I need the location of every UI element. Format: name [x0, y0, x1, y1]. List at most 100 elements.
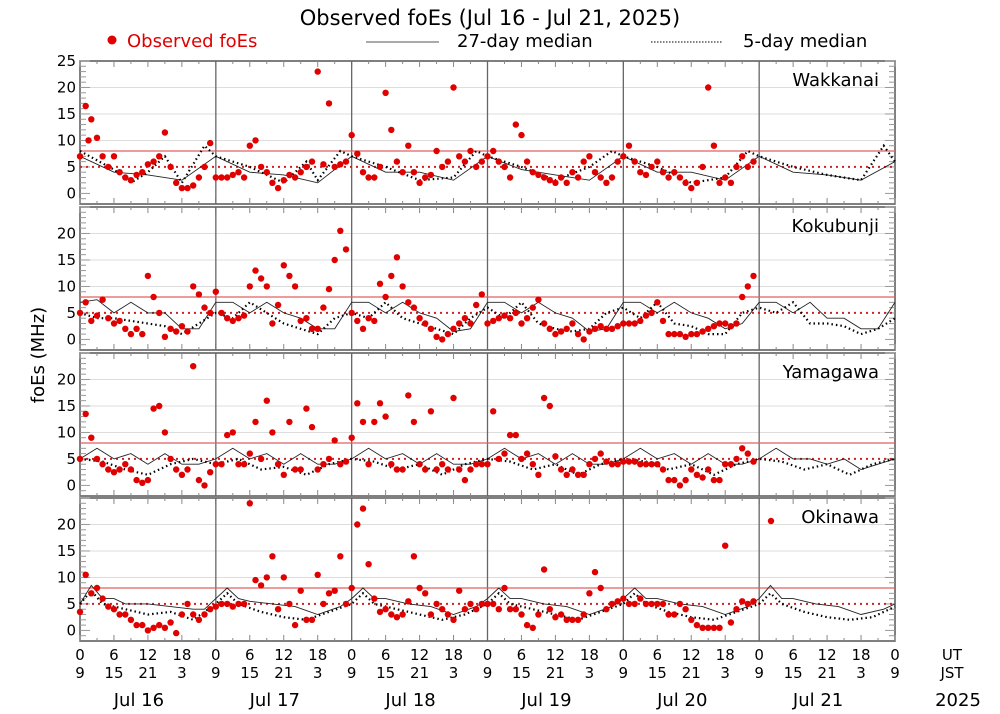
- observed-point: [229, 171, 236, 179]
- observed-point: [286, 418, 293, 426]
- observed-point: [433, 147, 440, 155]
- observed-point: [150, 293, 157, 301]
- observed-point: [325, 590, 333, 597]
- observed-point: [552, 453, 559, 460]
- observed-point: [184, 466, 191, 473]
- observed-point: [439, 336, 446, 343]
- observed-point: [710, 476, 718, 484]
- observed-point: [388, 461, 395, 468]
- tz-label-ut: UT: [942, 646, 963, 664]
- observed-point: [274, 461, 282, 468]
- observed-point: [659, 317, 667, 325]
- observed-point: [263, 169, 270, 176]
- observed-point: [82, 410, 89, 418]
- observed-point: [297, 587, 304, 594]
- observed-point: [529, 304, 536, 311]
- observed-point: [523, 450, 531, 457]
- observed-point: [93, 584, 101, 592]
- observed-point: [693, 621, 701, 629]
- observed-point: [257, 275, 265, 282]
- observed-point: [308, 616, 316, 623]
- observed-point: [207, 469, 214, 476]
- observed-point: [207, 309, 214, 317]
- panel-okinawa: 0 5 10 15 20 Okinawa: [57, 497, 896, 642]
- observed-point: [240, 600, 248, 608]
- observed-point: [614, 158, 621, 165]
- observed-point: [190, 363, 197, 370]
- observed-point: [139, 621, 146, 629]
- observed-point: [586, 590, 593, 597]
- observed-point: [201, 163, 208, 171]
- y-tick-label: 15: [57, 397, 76, 415]
- x-tick-label-jst: 21: [818, 664, 837, 682]
- observed-point: [705, 466, 712, 473]
- observed-point: [597, 450, 604, 457]
- observed-point: [235, 169, 242, 176]
- observed-point: [580, 158, 587, 165]
- observed-point: [490, 408, 497, 415]
- observed-point: [156, 309, 163, 317]
- observed-point: [184, 328, 191, 335]
- tz-label-jst: JST: [939, 664, 964, 682]
- observed-point: [659, 466, 667, 473]
- observed-point: [671, 169, 678, 176]
- observed-point: [410, 304, 418, 311]
- observed-point: [591, 169, 599, 176]
- observed-point: [354, 400, 361, 407]
- observed-point: [93, 455, 101, 463]
- observed-point: [410, 169, 418, 176]
- observed-point: [744, 450, 751, 457]
- observed-point: [195, 174, 203, 181]
- observed-point: [184, 184, 191, 192]
- observed-point: [320, 161, 327, 168]
- observed-point: [456, 153, 463, 160]
- observed-point: [569, 466, 576, 473]
- observed-point: [116, 317, 123, 325]
- observed-point: [512, 121, 519, 128]
- x-tick-label-ut: 6: [788, 646, 798, 664]
- observed-point: [427, 325, 435, 332]
- observed-point: [456, 587, 463, 594]
- observed-point: [535, 471, 542, 478]
- observed-point: [676, 600, 684, 608]
- observed-point: [291, 621, 299, 629]
- observed-point: [739, 445, 746, 452]
- observed-point: [252, 267, 259, 274]
- observed-point: [286, 600, 293, 608]
- observed-point: [467, 466, 474, 473]
- observed-point: [716, 179, 723, 186]
- y-tick-label: 20: [57, 224, 76, 242]
- observed-point: [654, 600, 661, 608]
- observed-point: [727, 323, 735, 330]
- x-tick-label-ut: 0: [754, 646, 764, 664]
- observed-point: [433, 466, 440, 473]
- observed-point: [246, 142, 253, 149]
- y-tick-label: 0: [66, 330, 76, 348]
- observed-point: [439, 606, 446, 613]
- observed-point: [331, 437, 338, 444]
- observed-point: [173, 629, 180, 637]
- observed-point: [603, 325, 610, 332]
- observed-point: [314, 325, 321, 332]
- observed-point: [280, 177, 287, 184]
- observed-point: [342, 246, 350, 253]
- observed-point: [99, 461, 106, 468]
- observed-point: [127, 616, 135, 623]
- observed-point: [727, 179, 735, 186]
- day-label: Jul 21: [792, 690, 843, 711]
- station-label: Wakkanai: [792, 70, 879, 91]
- observed-point: [371, 595, 378, 602]
- observed-point: [557, 611, 565, 618]
- observed-point: [671, 330, 678, 338]
- observed-point: [348, 434, 355, 441]
- observed-point: [201, 611, 208, 618]
- observed-point: [473, 301, 480, 309]
- observed-point: [207, 139, 214, 147]
- observed-point: [557, 328, 565, 335]
- observed-point: [699, 624, 706, 631]
- observed-point: [133, 171, 140, 179]
- observed-point: [467, 147, 474, 155]
- median5-line: [79, 589, 896, 622]
- observed-point: [303, 405, 310, 412]
